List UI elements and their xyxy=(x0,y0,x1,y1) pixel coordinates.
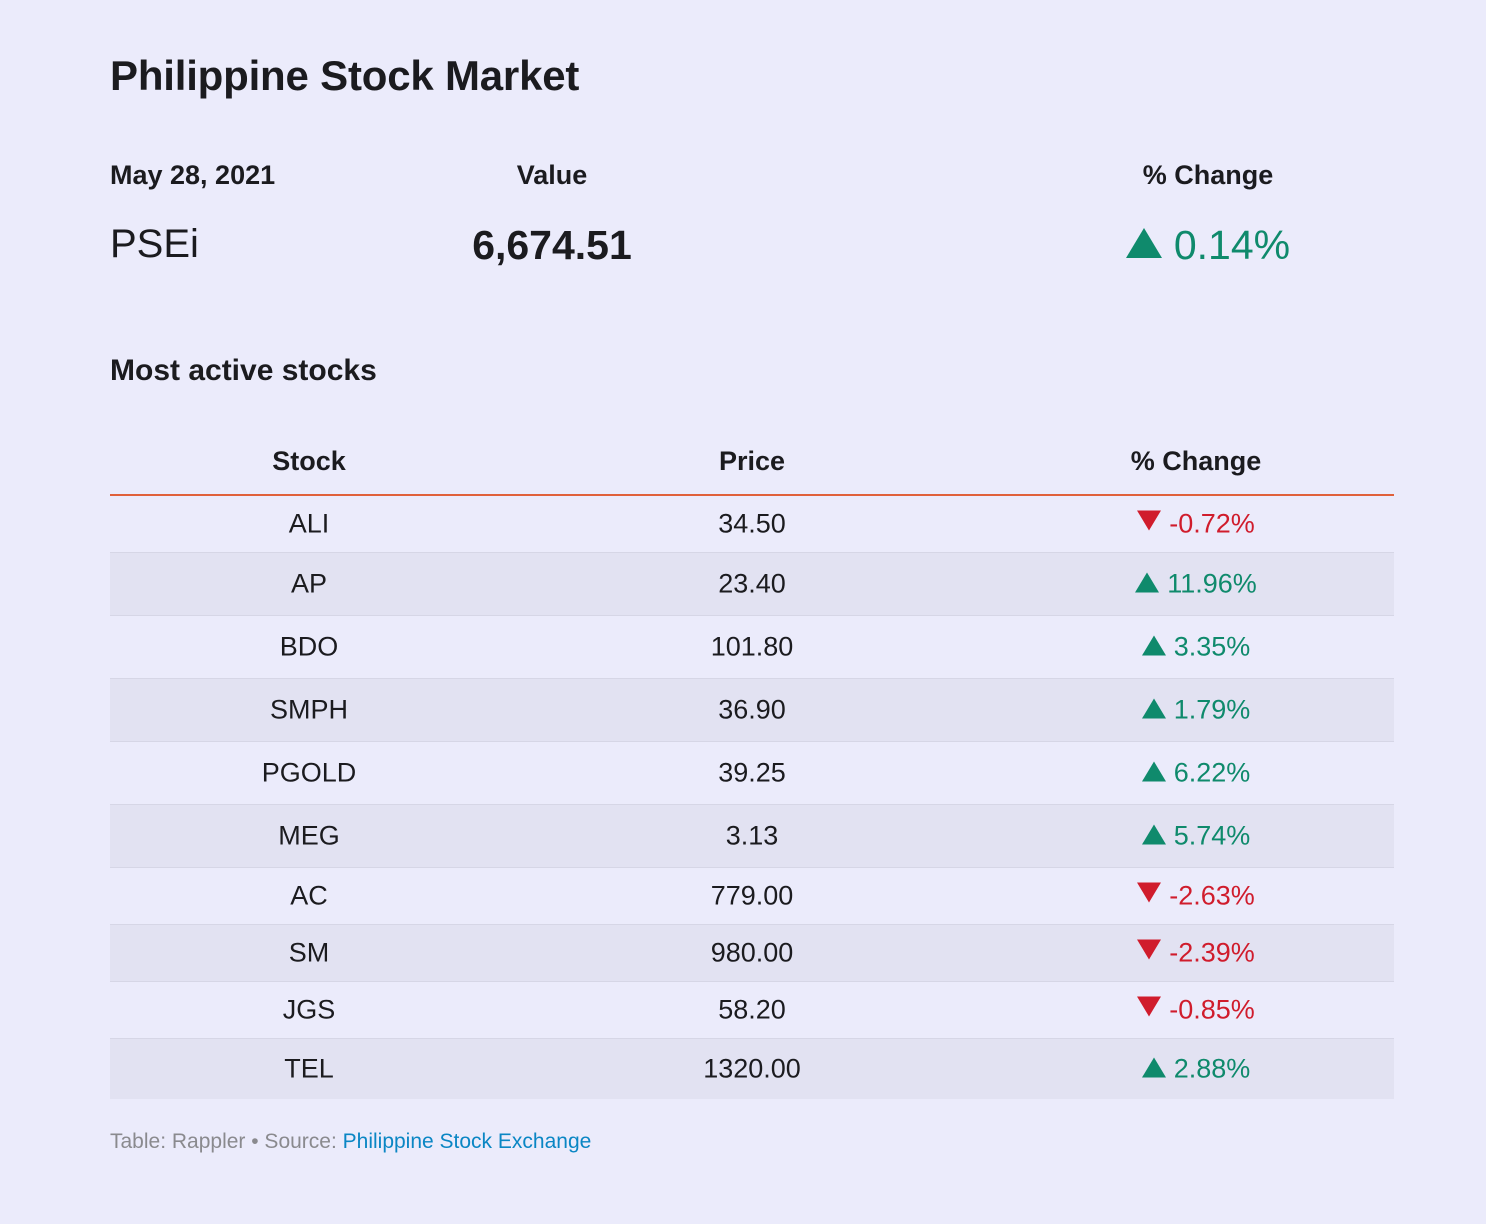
column-header-price: Price xyxy=(718,446,786,476)
table-row: AC 779.00 -2.63% xyxy=(110,868,1394,925)
down-triangle-icon xyxy=(1137,996,1162,1017)
stock-price: 36.90 xyxy=(718,694,786,725)
stock-change: 2.88% xyxy=(996,1054,1396,1085)
stock-symbol: SM xyxy=(288,937,330,968)
stock-change: -0.72% xyxy=(996,509,1396,540)
column-header-change: % Change xyxy=(1130,446,1262,476)
up-triangle-icon xyxy=(1141,824,1166,845)
stock-price: 779.00 xyxy=(710,880,794,911)
up-triangle-icon xyxy=(1141,698,1166,719)
value-header: Value xyxy=(516,160,588,190)
section-title: Most active stocks xyxy=(110,354,377,387)
stock-change-value: 11.96% xyxy=(1167,568,1257,599)
stock-symbol: PGOLD xyxy=(261,757,357,788)
source-link[interactable]: Philippine Stock Exchange xyxy=(342,1130,592,1153)
index-change-value: 0.14% xyxy=(1173,222,1291,268)
most-active-table: Stock Price % Change ALI 34.50 -0.72% AP 23.… xyxy=(110,432,1394,1099)
table-row: PGOLD 39.25 6.22% xyxy=(110,742,1394,805)
date-label: May 28, 2021 xyxy=(110,160,276,190)
stock-symbol: SMPH xyxy=(269,694,348,725)
stock-price: 1320.00 xyxy=(703,1053,801,1084)
stock-price: 980.00 xyxy=(710,937,794,968)
stock-price: 23.40 xyxy=(718,568,786,599)
up-triangle-icon xyxy=(1135,572,1160,593)
table-row: SMPH 36.90 1.79% xyxy=(110,679,1394,742)
stock-symbol: AP xyxy=(290,568,328,599)
stock-change: 5.74% xyxy=(996,821,1396,852)
stock-symbol: AC xyxy=(290,880,328,911)
stock-change: 1.79% xyxy=(996,695,1396,726)
down-triangle-icon xyxy=(1137,510,1162,531)
stock-change-value: 1.79% xyxy=(1173,694,1251,725)
column-header-stock: Stock xyxy=(272,446,346,476)
table-row: AP 23.40 11.96% xyxy=(110,553,1394,616)
index-name: PSEi xyxy=(110,222,199,266)
summary-header: May 28, 2021 Value % Change xyxy=(110,160,1394,196)
table-row: SM 980.00 -2.39% xyxy=(110,925,1394,982)
table-header: Stock Price % Change xyxy=(110,432,1394,496)
stock-price: 101.80 xyxy=(710,631,794,662)
table-row: ALI 34.50 -0.72% xyxy=(110,496,1394,553)
table-row: JGS 58.20 -0.85% xyxy=(110,982,1394,1039)
stock-symbol: BDO xyxy=(279,631,339,662)
stock-change: 11.96% xyxy=(996,569,1396,600)
up-triangle-icon xyxy=(1141,635,1166,656)
index-change: 0.14% xyxy=(1008,222,1408,269)
table-body: ALI 34.50 -0.72% AP 23.40 11.96% BDO 101.80 3.35… xyxy=(110,496,1394,1099)
table-row: BDO 101.80 3.35% xyxy=(110,616,1394,679)
stock-price: 39.25 xyxy=(718,757,786,788)
stock-change-value: 2.88% xyxy=(1173,1053,1251,1084)
stock-change-value: -2.63% xyxy=(1169,880,1255,911)
stock-price: 34.50 xyxy=(718,508,786,539)
stock-change-value: 5.74% xyxy=(1173,820,1251,851)
page-title: Philippine Stock Market xyxy=(110,52,580,99)
table-row: MEG 3.13 5.74% xyxy=(110,805,1394,868)
up-triangle-icon xyxy=(1141,1057,1166,1078)
stock-symbol: MEG xyxy=(278,820,340,851)
stock-change-value: -2.39% xyxy=(1169,937,1255,968)
index-summary-row: PSEi 6,674.51 0.14% xyxy=(110,222,1394,274)
change-header: % Change xyxy=(1142,160,1274,190)
stock-change: -2.39% xyxy=(996,938,1396,969)
stock-price: 58.20 xyxy=(718,994,786,1025)
down-triangle-icon xyxy=(1137,882,1162,903)
stock-symbol: TEL xyxy=(284,1053,334,1084)
table-row: TEL 1320.00 2.88% xyxy=(110,1039,1394,1099)
stock-change-value: 3.35% xyxy=(1173,631,1251,662)
stock-change: 6.22% xyxy=(996,758,1396,789)
stock-change: 3.35% xyxy=(996,632,1396,663)
up-triangle-icon xyxy=(1141,761,1166,782)
index-value: 6,674.51 xyxy=(472,222,632,268)
stock-change: -0.85% xyxy=(996,995,1396,1026)
stock-symbol: JGS xyxy=(282,994,336,1025)
source-footer: Table: Rappler • Source: Philippine Stoc… xyxy=(110,1130,591,1154)
stock-change-value: -0.72% xyxy=(1169,508,1255,539)
stock-change: -2.63% xyxy=(996,881,1396,912)
stock-change-value: -0.85% xyxy=(1169,994,1255,1025)
stock-price: 3.13 xyxy=(725,820,779,851)
down-triangle-icon xyxy=(1137,939,1162,960)
footer-credit: Table: Rappler • Source: xyxy=(110,1130,343,1153)
stock-symbol: ALI xyxy=(288,508,330,539)
up-triangle-icon xyxy=(1125,228,1162,258)
stock-change-value: 6.22% xyxy=(1173,757,1251,788)
